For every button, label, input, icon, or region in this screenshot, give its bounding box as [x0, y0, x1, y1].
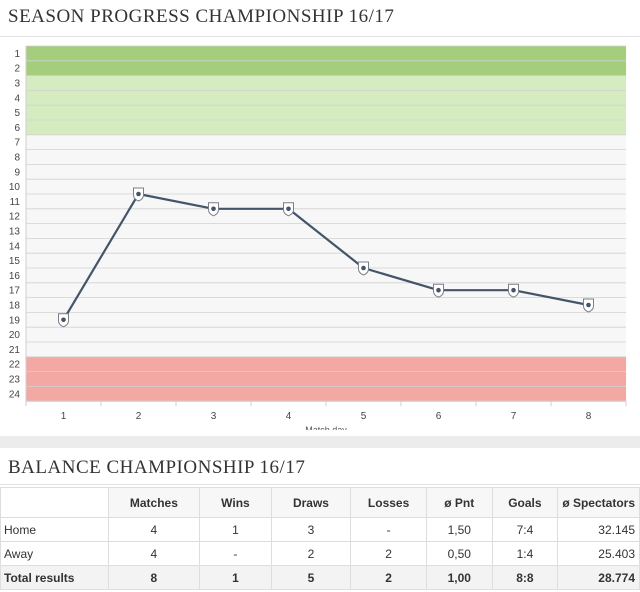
y-tick-label: 10: [9, 182, 21, 193]
y-tick-label: 16: [9, 271, 21, 282]
title-divider: [0, 36, 640, 37]
table-row-total: Total results 8 1 5 2 1,00 8:8 28.774: [0, 565, 640, 590]
y-tick-label: 21: [9, 345, 21, 356]
cell-draws: 5: [270, 565, 352, 590]
y-tick-label: 9: [14, 167, 20, 178]
cell-avg-points: 1,50: [425, 517, 493, 542]
x-tick-label: 7: [511, 411, 517, 422]
y-tick-label: 24: [9, 389, 21, 400]
cell-goals: 7:4: [491, 517, 559, 542]
cell-losses: 2: [350, 541, 427, 566]
col-losses: Losses: [350, 487, 427, 518]
y-tick-label: 8: [14, 153, 20, 164]
data-point: [136, 191, 141, 197]
y-tick-label: 20: [9, 330, 21, 341]
cell-avg-spectators: 28.774: [557, 565, 640, 590]
cell-matches: 4: [107, 541, 201, 566]
cell-losses: 2: [350, 565, 427, 590]
cell-goals: 1:4: [491, 541, 559, 566]
x-tick-label: 8: [586, 411, 592, 422]
balance-title-divider: [0, 484, 640, 485]
cell-avg-points: 1,00: [425, 565, 493, 590]
header-corner: [0, 487, 109, 518]
data-point: [586, 302, 591, 308]
col-goals: Goals: [491, 487, 559, 518]
y-tick-label: 11: [10, 197, 21, 208]
y-tick-label: 7: [14, 138, 20, 149]
rank-zone-3: [26, 356, 626, 402]
data-point: [211, 206, 216, 212]
x-tick-label: 2: [136, 411, 142, 422]
x-tick-label: 1: [61, 411, 67, 422]
section-separator: [0, 436, 640, 448]
y-tick-label: 22: [9, 360, 21, 371]
row-label: Total results: [0, 565, 109, 590]
cell-wins: -: [199, 541, 272, 566]
cell-goals: 8:8: [491, 565, 559, 590]
balance-table: Matches Wins Draws Losses ø Pnt Goals ø …: [0, 487, 640, 590]
y-tick-label: 19: [9, 315, 21, 326]
col-avg-points: ø Pnt: [425, 487, 493, 518]
y-tick-label: 2: [14, 64, 20, 75]
y-tick-label: 15: [9, 256, 21, 267]
balance-header-row: Matches Wins Draws Losses ø Pnt Goals ø …: [0, 487, 640, 518]
y-tick-label: 14: [9, 241, 21, 252]
data-point: [361, 265, 366, 271]
data-point: [61, 317, 66, 323]
x-tick-label: 6: [436, 411, 442, 422]
x-tick-label: 4: [286, 411, 292, 422]
season-progress-title: SEASON PROGRESS CHAMPIONSHIP 16/17: [8, 6, 395, 27]
col-matches: Matches: [107, 487, 201, 518]
cell-avg-spectators: 25.403: [557, 541, 640, 566]
y-tick-label: 1: [14, 49, 20, 60]
cell-avg-spectators: 32.145: [557, 517, 640, 542]
y-tick-label: 5: [14, 108, 20, 119]
cell-losses: -: [350, 517, 427, 542]
season-progress-chart: 1234567891011121314151617181920212223241…: [9, 45, 627, 430]
col-avg-spectators: ø Spectators: [557, 487, 640, 518]
table-row-home: Home 4 1 3 - 1,50 7:4 32.145: [0, 517, 640, 542]
cell-avg-points: 0,50: [425, 541, 493, 566]
x-tick-label: 5: [361, 411, 367, 422]
col-wins: Wins: [199, 487, 272, 518]
series-line: [62, 192, 589, 321]
cell-draws: 2: [270, 541, 352, 566]
cell-wins: 1: [199, 565, 272, 590]
balance-title: BALANCE CHAMPIONSHIP 16/17: [8, 457, 306, 478]
cell-matches: 4: [107, 517, 201, 542]
x-axis-title: Match day: [305, 425, 347, 430]
y-tick-label: 6: [14, 123, 20, 134]
y-tick-label: 3: [14, 79, 20, 90]
cell-matches: 8: [107, 565, 201, 590]
y-tick-label: 12: [9, 212, 21, 223]
cell-wins: 1: [199, 517, 272, 542]
row-label: Home: [0, 517, 109, 542]
data-point: [286, 206, 291, 212]
cell-draws: 3: [270, 517, 352, 542]
y-tick-label: 17: [9, 286, 21, 297]
table-row-away: Away 4 - 2 2 0,50 1:4 25.403: [0, 541, 640, 566]
y-tick-label: 23: [9, 375, 21, 386]
data-point: [511, 287, 516, 293]
y-tick-label: 13: [9, 227, 21, 238]
row-label: Away: [0, 541, 109, 566]
col-draws: Draws: [270, 487, 352, 518]
x-tick-label: 3: [211, 411, 217, 422]
y-tick-label: 18: [9, 301, 21, 312]
data-point: [436, 287, 441, 293]
y-tick-label: 4: [14, 93, 20, 104]
